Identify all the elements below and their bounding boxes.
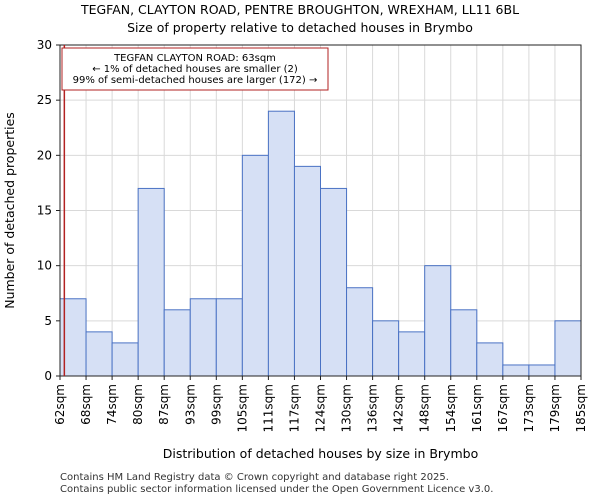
histogram-plot: 0 5 10 15 20 25 30 62sqm 68sqm 74sqm 80sqm 87sqm 93s… bbox=[2, 38, 588, 461]
histogram-bar bbox=[293, 165, 322, 377]
histogram-bar bbox=[163, 309, 191, 377]
x-tick-label: 161sqm bbox=[470, 384, 484, 432]
attribution-footer: Contains HM Land Registry data © Crown c… bbox=[60, 472, 493, 496]
x-axis-label: Distribution of detached houses by size … bbox=[163, 446, 478, 461]
y-tick-label: 10 bbox=[37, 259, 52, 273]
histogram-bar bbox=[241, 154, 269, 377]
histogram-bar bbox=[111, 342, 139, 377]
histogram-bar bbox=[346, 287, 374, 377]
histogram-bar bbox=[372, 320, 400, 377]
y-tick-label: 5 bbox=[44, 314, 52, 328]
histogram-bar bbox=[502, 364, 530, 377]
x-tick-label: 148sqm bbox=[418, 384, 432, 432]
histogram-bar bbox=[450, 309, 478, 377]
x-tick-label: 130sqm bbox=[340, 384, 354, 432]
histogram-bar bbox=[85, 331, 113, 377]
histogram-bar bbox=[398, 331, 426, 377]
histogram-bar bbox=[554, 320, 582, 377]
x-tick-label: 179sqm bbox=[548, 384, 562, 432]
x-tick-label: 124sqm bbox=[314, 384, 328, 432]
histogram-bar bbox=[320, 187, 348, 377]
footer-line-1: Contains HM Land Registry data © Crown c… bbox=[60, 472, 449, 483]
histogram-bar bbox=[267, 110, 295, 377]
chart-subtitle: Size of property relative to detached ho… bbox=[127, 20, 473, 35]
y-tick-label: 25 bbox=[37, 93, 52, 107]
x-tick-label: 142sqm bbox=[392, 384, 406, 432]
histogram-bar bbox=[137, 187, 165, 377]
x-tick-label: 80sqm bbox=[131, 384, 145, 425]
histogram-bar bbox=[215, 298, 243, 377]
x-tick-label: 68sqm bbox=[79, 384, 93, 425]
histogram-bar bbox=[476, 342, 504, 377]
x-tick-label: 105sqm bbox=[235, 384, 249, 432]
histogram-bar bbox=[189, 298, 217, 377]
x-tick-label: 167sqm bbox=[496, 384, 510, 432]
histogram-bar bbox=[528, 364, 556, 377]
x-tick-label: 117sqm bbox=[287, 384, 301, 432]
y-tick-label: 20 bbox=[37, 148, 52, 162]
x-tick-label: 173sqm bbox=[522, 384, 536, 432]
annotation-line: 99% of semi-detached houses are larger (… bbox=[73, 75, 318, 86]
x-tick-label: 74sqm bbox=[105, 384, 119, 425]
x-tick-label: 136sqm bbox=[366, 384, 380, 432]
y-tick-label: 0 bbox=[44, 369, 52, 383]
annotation-box bbox=[61, 47, 329, 91]
annotation-line: ← 1% of detached houses are smaller (2) bbox=[92, 64, 298, 75]
y-tick-label: 30 bbox=[37, 38, 52, 52]
y-tick-label: 15 bbox=[37, 204, 52, 218]
footer-line-2: Contains public sector information licen… bbox=[60, 484, 494, 495]
histogram-bar bbox=[424, 265, 452, 377]
x-tick-label: 185sqm bbox=[574, 384, 588, 432]
annotation-line: TEGFAN CLAYTON ROAD: 63sqm bbox=[113, 53, 276, 64]
x-tick-label: 62sqm bbox=[53, 384, 67, 425]
chart-title: TEGFAN, CLAYTON ROAD, PENTRE BROUGHTON, … bbox=[80, 2, 520, 17]
x-tick-label: 154sqm bbox=[444, 384, 458, 432]
x-tick-label: 93sqm bbox=[183, 384, 197, 425]
x-tick-label: 111sqm bbox=[261, 384, 275, 432]
x-tick-label: 87sqm bbox=[157, 384, 171, 425]
x-tick-label: 99sqm bbox=[209, 384, 223, 425]
y-axis-label: Number of detached properties bbox=[2, 112, 17, 309]
